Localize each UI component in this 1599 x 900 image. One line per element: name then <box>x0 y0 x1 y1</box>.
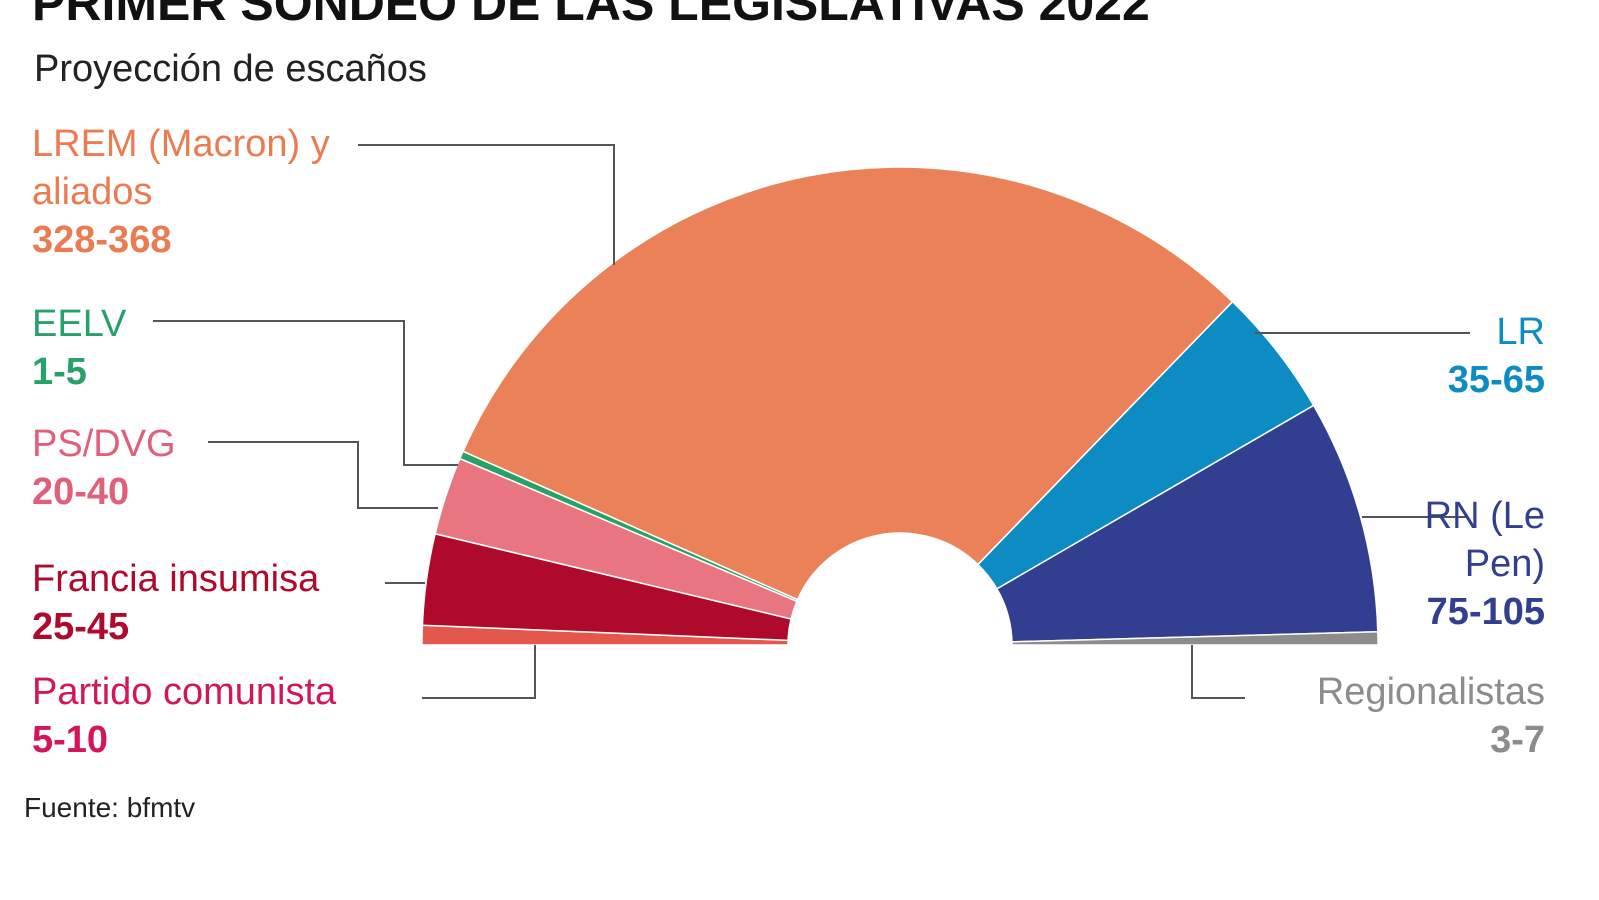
leader-lines <box>153 144 1470 699</box>
segment-label: Partido comunista 5-10 <box>32 668 532 764</box>
category-label: RN (Le Pen) <box>1424 495 1545 585</box>
value-label: 1-5 <box>32 351 87 393</box>
value-label: 328-368 <box>32 219 172 261</box>
category-label: Francia insumisa <box>32 558 320 600</box>
category-label: EELV <box>32 303 127 345</box>
segment-label: RN (Le Pen) 75-105 <box>1370 492 1545 636</box>
value-label: 75-105 <box>1426 591 1545 633</box>
segment-label: LREM (Macron) y aliados 328-368 <box>32 120 362 264</box>
value-label: 20-40 <box>32 471 130 513</box>
source: Fuente: bfmtv <box>24 792 196 823</box>
value-label: 5-10 <box>32 719 109 761</box>
leader-line <box>208 441 438 509</box>
category-label: PS/DVG <box>32 423 176 465</box>
segment-label: Francia insumisa 25-45 <box>32 555 532 651</box>
segment <box>995 404 1379 643</box>
leader-line <box>153 320 458 466</box>
segment-label: PS/DVG 20-40 <box>32 420 432 516</box>
category-label: Regionalistas <box>1316 671 1545 713</box>
segment-label: Regionalistas 3-7 <box>1145 668 1545 764</box>
segment-label: LR 35-65 <box>1245 308 1545 404</box>
leader-line <box>358 144 615 265</box>
value-label: 25-45 <box>32 606 130 648</box>
category-label: LREM (Macron) y aliados <box>32 123 330 213</box>
leader-line <box>1191 645 1245 699</box>
segment <box>1011 631 1379 646</box>
segment-label: EELV 1-5 <box>32 300 332 396</box>
leader-line <box>422 645 536 699</box>
chart-title: PRIMER SONDEO DE LAS LEGISLATIVAS 2022 <box>32 0 1150 31</box>
category-label: LR <box>1496 311 1545 353</box>
value-label: 35-65 <box>1447 359 1545 401</box>
segment <box>462 166 1234 601</box>
category-label: Partido comunista <box>32 671 337 713</box>
chart-subtitle: Proyección de escaños <box>34 48 427 90</box>
value-label: 3-7 <box>1490 719 1545 761</box>
